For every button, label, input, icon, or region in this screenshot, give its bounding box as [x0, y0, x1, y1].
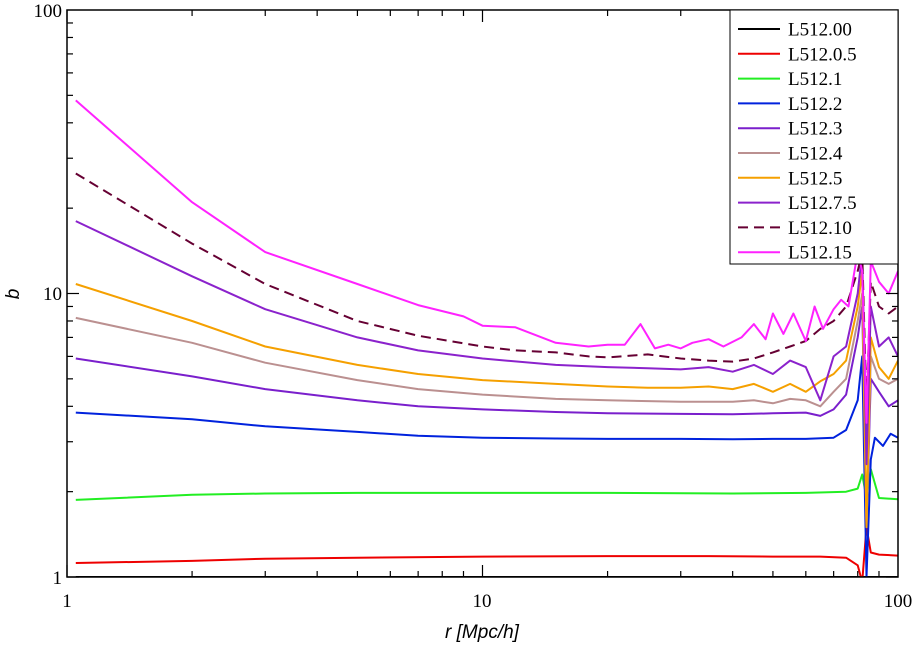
x-axis-title: r [Mpc/h]	[445, 622, 520, 643]
y-axis-title: b	[3, 289, 24, 300]
x-tick-label-1: 1	[62, 591, 72, 612]
series-line-1	[75, 526, 898, 577]
legend-label-4: L512.3	[788, 119, 842, 140]
legend-label-1: L512.0.5	[788, 44, 857, 65]
legend-label-9: L512.15	[788, 243, 852, 264]
x-tick-label-100: 100	[884, 591, 913, 612]
x-tick-label-10: 10	[473, 591, 492, 612]
legend-label-5: L512.4	[788, 144, 843, 165]
series-line-2	[75, 468, 898, 501]
legend-label-3: L512.2	[788, 94, 842, 115]
legend-label-2: L512.1	[788, 69, 842, 90]
ticks-layer	[66, 10, 898, 578]
y-tick-label-1: 1	[53, 568, 63, 589]
series-line-7	[75, 220, 898, 466]
legend-label-7: L512.7.5	[788, 193, 857, 214]
legend-label-6: L512.5	[788, 168, 842, 189]
y-tick-label-10: 10	[43, 284, 62, 305]
legend: L512.00 L512.0.5 L512.1 L512.2 L512.3 L512.4 L…	[729, 9, 899, 265]
series-line-3	[75, 355, 898, 577]
legend-box	[729, 9, 899, 265]
legend-label-8: L512.10	[788, 218, 852, 239]
series-line-6	[75, 270, 898, 529]
legend-label-0: L512.00	[788, 20, 852, 41]
y-tick-label-100: 100	[34, 1, 63, 22]
